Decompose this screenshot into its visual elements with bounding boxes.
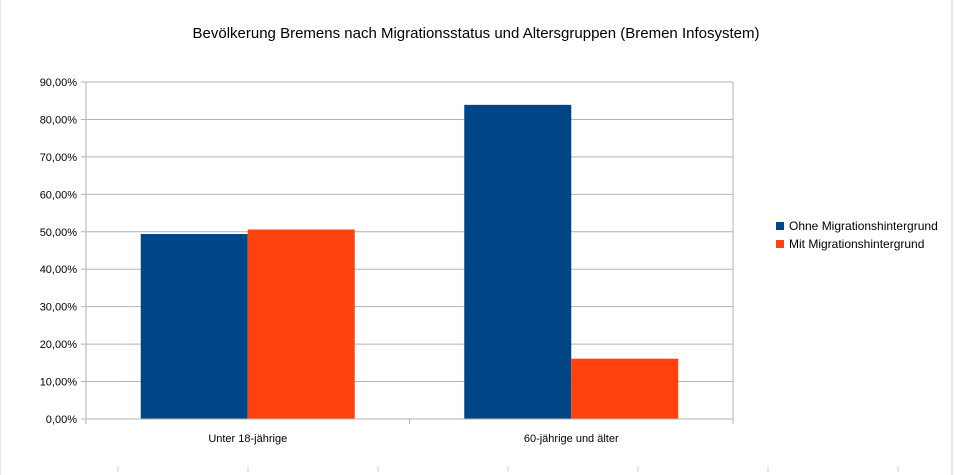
sheet-cell-ticks	[117, 466, 899, 472]
legend: Ohne Migrationshintergrund Mit Migrations…	[776, 219, 938, 251]
y-tick-label: 10,00%	[40, 377, 78, 389]
y-tick-label: 70,00%	[40, 152, 78, 164]
y-tick-label: 50,00%	[40, 227, 78, 239]
legend-swatch	[776, 222, 784, 230]
bars	[140, 104, 679, 419]
y-tick-label: 90,00%	[40, 77, 78, 89]
x-category-labels: Unter 18-jährige 60-jährige und älter	[208, 433, 619, 445]
legend-label: Ohne Migrationshintergrund	[789, 219, 938, 233]
y-tick-labels: 0,00% 10,00% 20,00% 30,00% 40,00% 50,00% 60,00…	[40, 77, 78, 426]
y-tick-label: 30,00%	[40, 302, 78, 314]
y-tick-label: 60,00%	[40, 189, 78, 201]
legend-swatch	[776, 240, 784, 248]
y-tick-label: 0,00%	[46, 414, 77, 426]
x-category-label: 60-jährige und älter	[524, 433, 619, 445]
bar	[140, 234, 248, 419]
y-tick-label: 40,00%	[40, 264, 78, 276]
chart-title: Bevölkerung Bremens nach Migrationsstatu…	[193, 25, 760, 42]
bar	[464, 104, 572, 419]
axes	[85, 82, 734, 424]
legend-label: Mit Migrationshintergrund	[789, 237, 924, 251]
x-category-label: Unter 18-jährige	[208, 433, 287, 445]
y-tick-label: 80,00%	[40, 114, 78, 126]
bar	[571, 358, 679, 419]
y-tick-label: 20,00%	[40, 339, 78, 351]
bar	[247, 229, 355, 419]
